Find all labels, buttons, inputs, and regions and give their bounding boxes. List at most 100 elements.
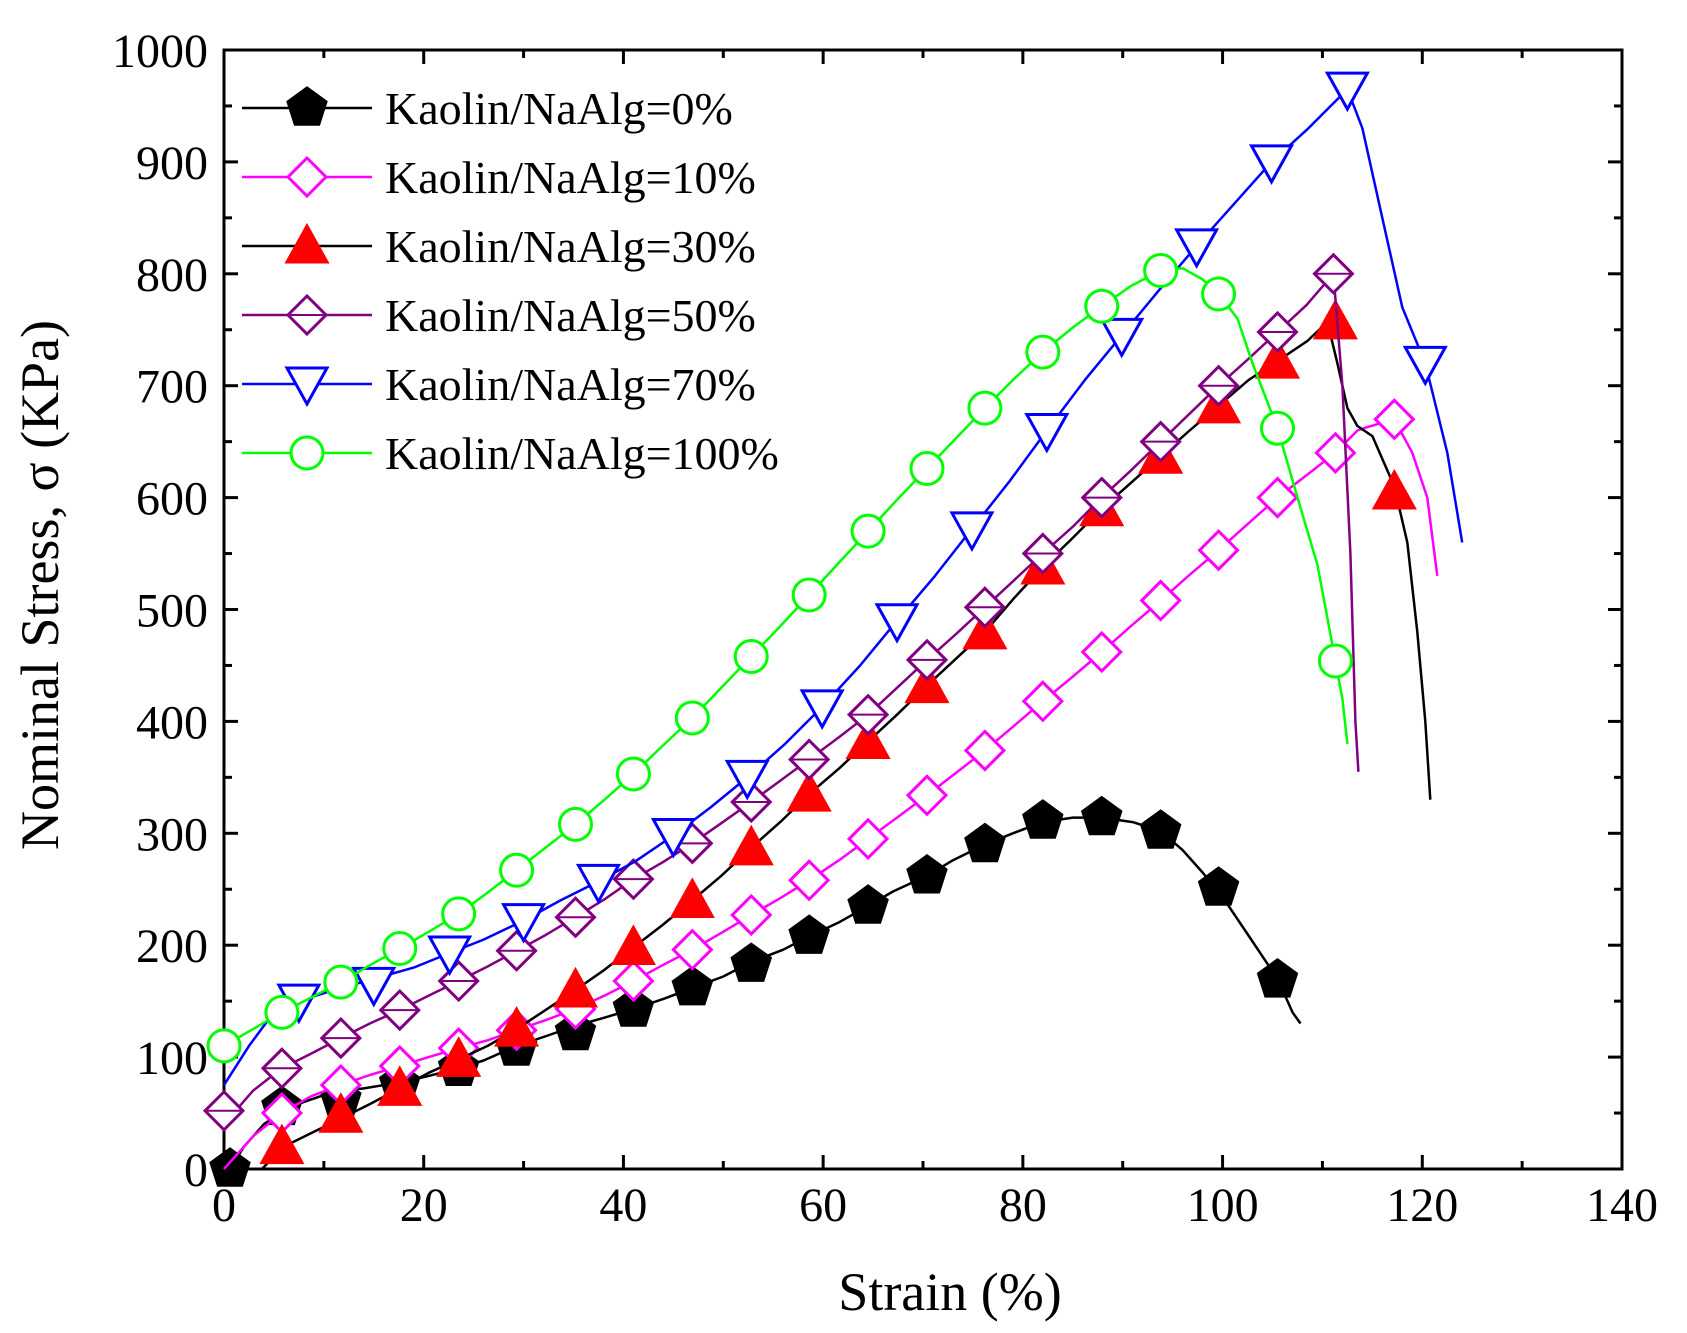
data-point	[427, 935, 473, 977]
x-tick-label: 60	[799, 1179, 847, 1232]
data-point	[557, 806, 593, 842]
legend-marker	[284, 222, 330, 264]
data-point	[552, 966, 599, 1008]
legend-marker	[289, 435, 325, 471]
data-point	[575, 863, 622, 905]
data-point	[724, 759, 770, 801]
data-point	[1324, 71, 1370, 113]
series-1	[223, 398, 1439, 1170]
plot-frame	[222, 48, 1624, 1171]
x-tick-label: 120	[1386, 1179, 1458, 1232]
data-point	[788, 859, 831, 902]
data-point	[791, 577, 827, 613]
data-point	[610, 924, 656, 965]
x-tick-label: 20	[400, 1179, 448, 1232]
data-point	[671, 965, 714, 1006]
legend-item-2: Kaolin/NaAlg=30%	[242, 221, 756, 272]
data-point	[1197, 529, 1240, 572]
y-tick-label: 100	[136, 1032, 208, 1085]
data-point	[1139, 809, 1182, 849]
x-tick-label: 140	[1586, 1179, 1658, 1232]
series-3	[202, 252, 1360, 1132]
data-point	[1099, 317, 1145, 359]
data-point	[499, 852, 535, 888]
data-point	[964, 822, 1006, 863]
y-tick-label: 300	[136, 808, 208, 861]
data-point	[728, 824, 774, 866]
x-tick-label: 80	[999, 1179, 1047, 1232]
data-point	[382, 931, 418, 967]
series-layer	[202, 71, 1464, 1187]
legend-item-1: Kaolin/NaAlg=10%	[242, 152, 756, 203]
data-point	[1022, 799, 1064, 839]
data-point	[786, 771, 832, 812]
data-point	[1256, 958, 1299, 998]
data-point	[904, 662, 950, 704]
data-point	[967, 390, 1003, 426]
data-point	[1317, 643, 1353, 679]
series-line	[228, 816, 1302, 1170]
legend-item-0: Kaolin/NaAlg=0%	[242, 83, 733, 134]
data-point	[788, 914, 830, 954]
legend-label: Kaolin/NaAlg=50%	[385, 290, 756, 341]
series-line	[223, 272, 1360, 1126]
data-point	[554, 1010, 597, 1051]
data-point	[650, 818, 696, 859]
data-point	[799, 689, 845, 730]
data-point	[1312, 298, 1358, 340]
data-point	[730, 942, 773, 982]
data-point	[949, 511, 995, 553]
data-point	[436, 1036, 482, 1077]
data-point	[905, 774, 949, 817]
y-axis-label: Nominal Stress, σ (KPa)	[10, 320, 70, 850]
data-point	[963, 729, 1007, 772]
data-point	[1402, 345, 1448, 387]
data-point	[845, 718, 891, 760]
data-point	[1080, 795, 1123, 836]
x-tick-label: 100	[1187, 1179, 1259, 1232]
data-point	[1254, 337, 1301, 379]
legend-item-5: Kaolin/NaAlg=100%	[242, 428, 779, 479]
data-point	[494, 1006, 540, 1047]
data-point	[846, 817, 890, 861]
data-point	[1025, 334, 1061, 370]
y-tick-label: 900	[136, 137, 208, 190]
data-point	[1197, 866, 1240, 906]
y-tick-label: 400	[136, 696, 208, 749]
data-point	[1021, 680, 1064, 723]
y-tick-label: 0	[184, 1144, 208, 1197]
data-point	[1248, 144, 1295, 185]
data-point	[733, 638, 769, 674]
data-point	[850, 513, 886, 549]
data-point	[351, 966, 397, 1008]
data-point	[1143, 252, 1179, 288]
data-point	[615, 756, 651, 792]
data-point	[874, 603, 920, 644]
legend-item-3: Kaolin/NaAlg=50%	[242, 290, 756, 341]
x-axis-label: Strain (%)	[838, 1262, 1061, 1322]
legend-marker	[285, 155, 329, 199]
data-point	[1371, 468, 1417, 510]
legend-marker	[284, 366, 330, 408]
legend-marker	[286, 86, 328, 126]
data-point	[323, 964, 359, 1000]
legend-label: Kaolin/NaAlg=100%	[385, 428, 779, 479]
data-point	[1259, 410, 1295, 446]
data-point	[1084, 288, 1120, 324]
legend-label: Kaolin/NaAlg=70%	[385, 359, 756, 410]
data-point	[501, 903, 547, 944]
data-point	[730, 893, 773, 937]
data-point	[1373, 398, 1416, 441]
data-point	[847, 884, 889, 924]
x-tick-label: 0	[212, 1179, 236, 1232]
legend-label: Kaolin/NaAlg=10%	[385, 152, 756, 203]
series-5	[206, 252, 1353, 1064]
data-point	[1139, 579, 1182, 622]
data-point	[612, 987, 655, 1027]
legend-label: Kaolin/NaAlg=0%	[385, 83, 733, 134]
data-point	[318, 1092, 364, 1133]
y-tick-label: 200	[136, 920, 208, 973]
data-point	[674, 700, 710, 736]
data-point	[671, 928, 714, 971]
legend: Kaolin/NaAlg=0% Kaolin/NaAlg=10% Kaolin/Na…	[242, 83, 779, 479]
